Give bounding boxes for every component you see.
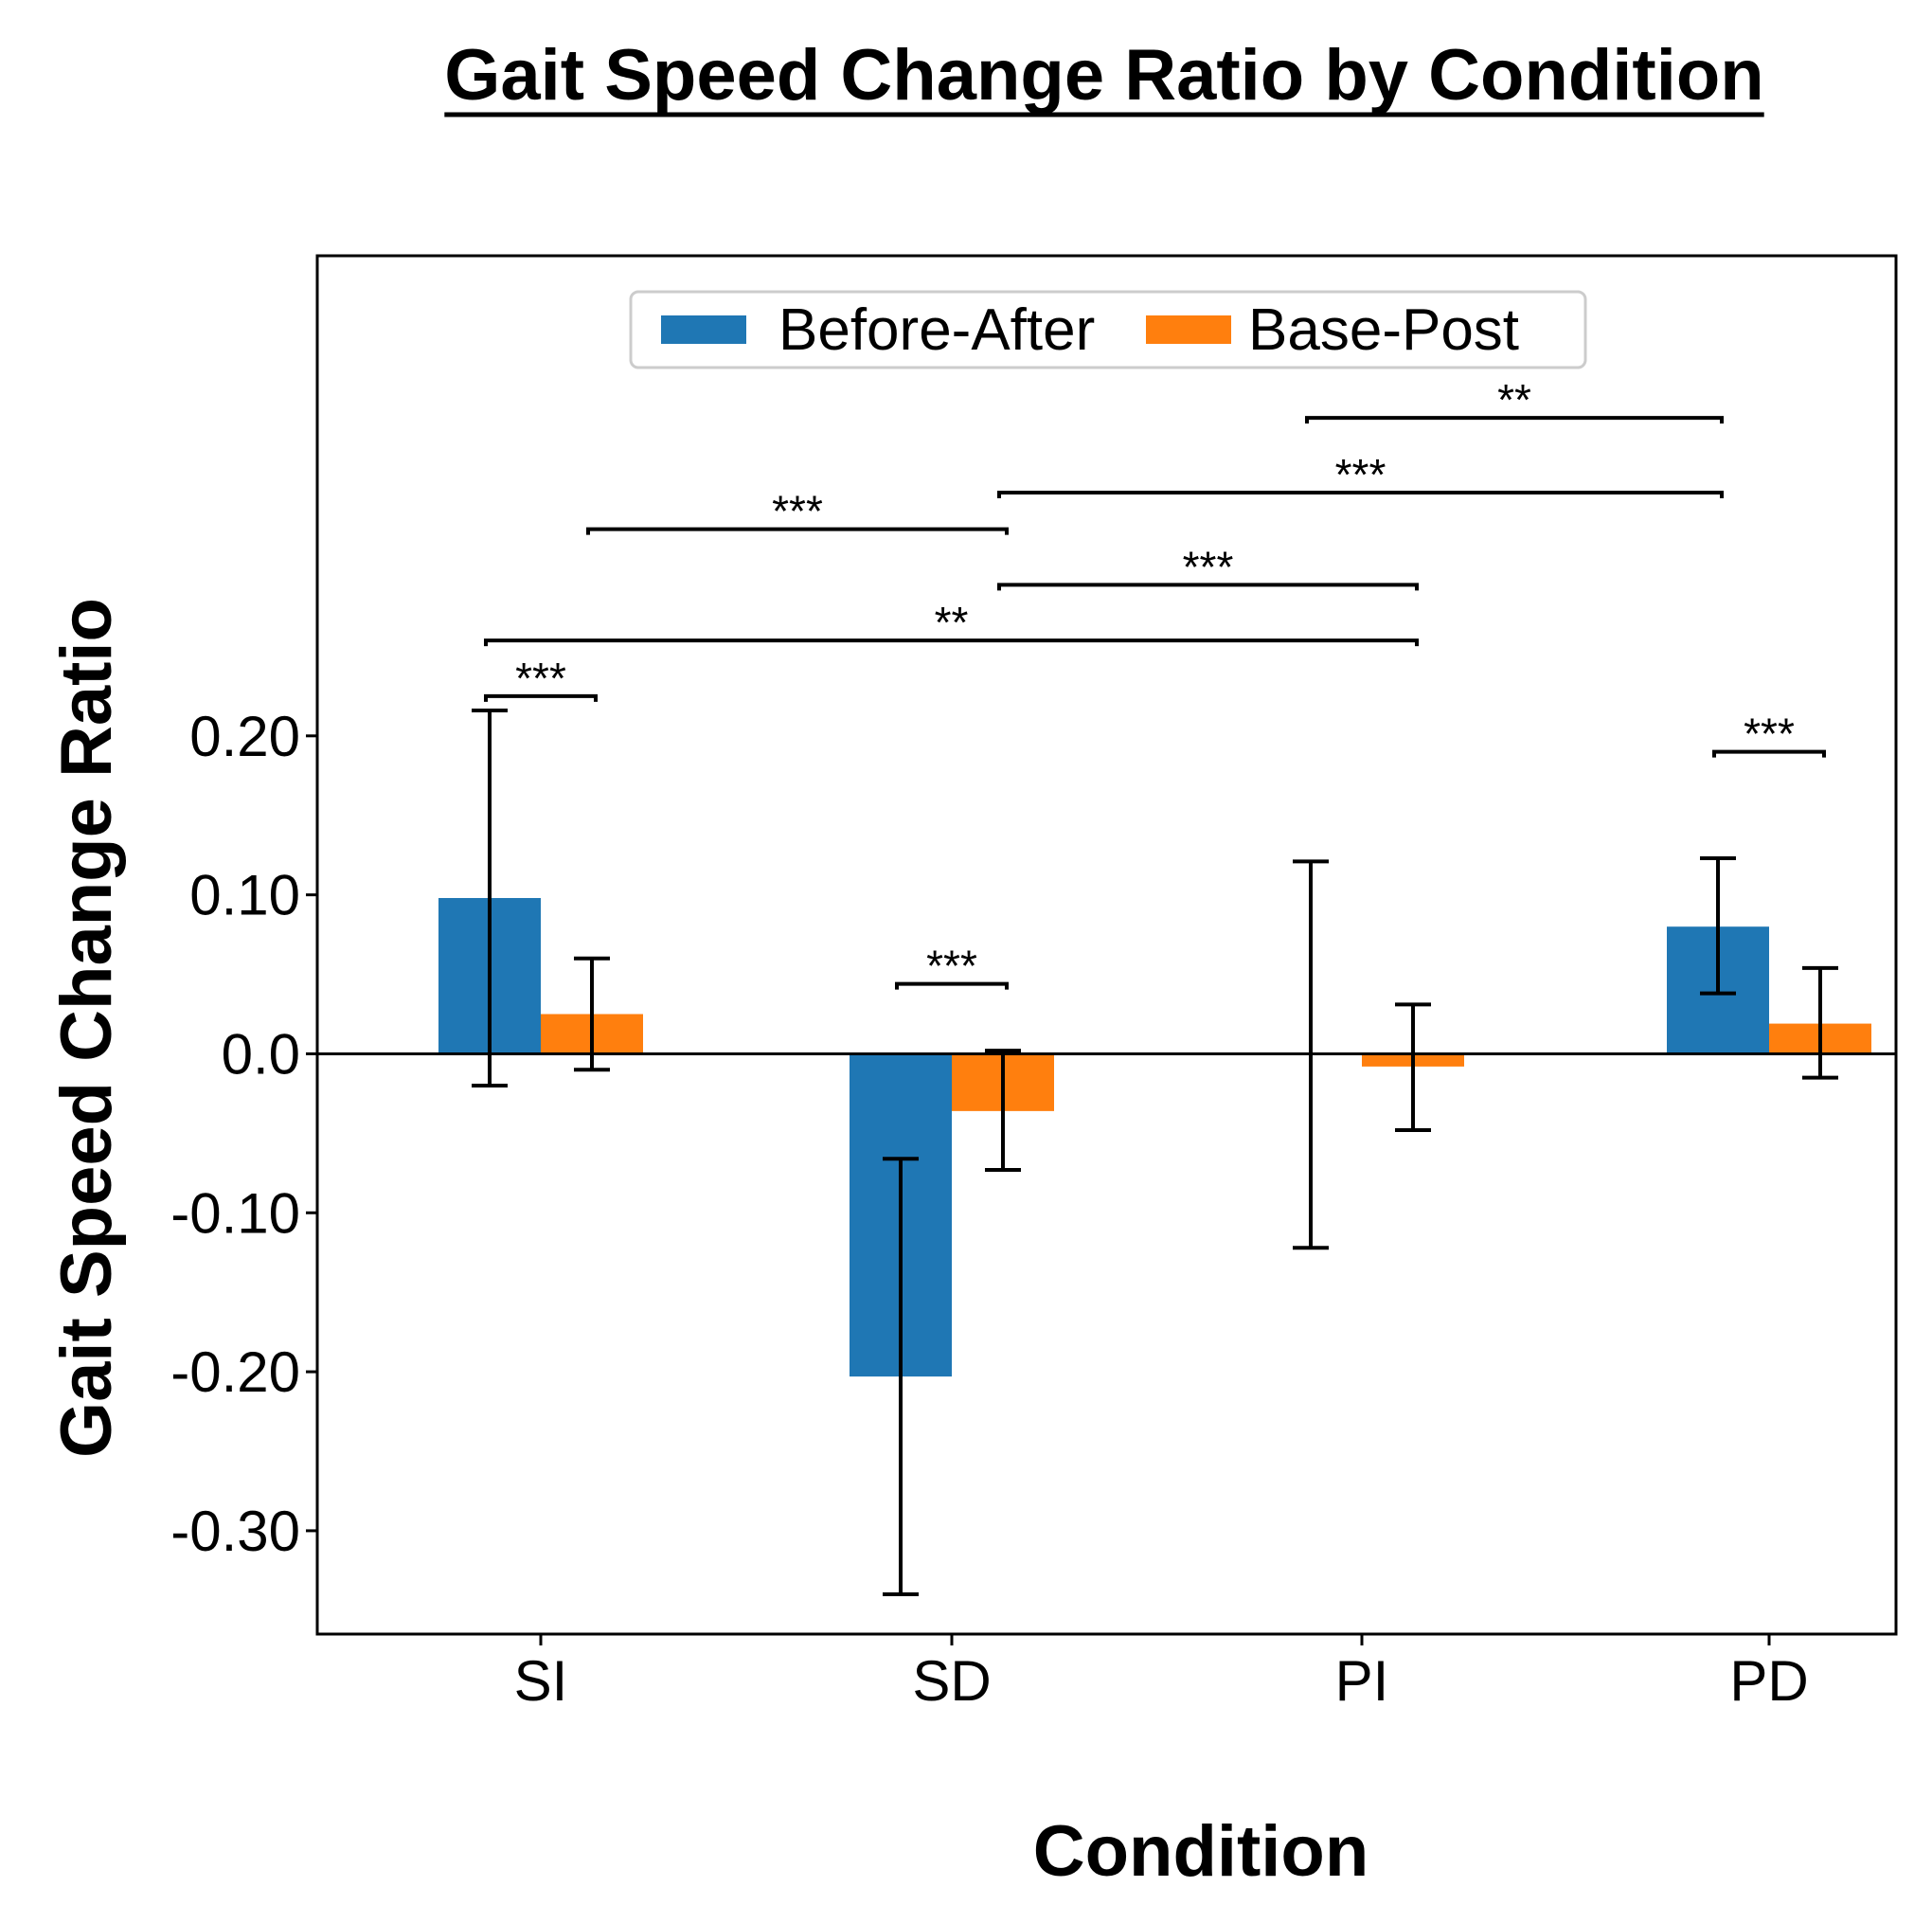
plot-area [315,254,1898,1636]
significance-bracket-line [895,981,1009,990]
legend: Before-After Base-Post [629,290,1587,369]
x-tick-label-sd: SD [912,1649,991,1713]
error-bar-base-post-pi [1395,1002,1431,1133]
significance-label: *** [1335,450,1386,499]
x-tick-label-si: SI [514,1649,568,1713]
significance-bracket: *** [586,487,1009,536]
chart-title: Gait Speed Change Ratio by Condition [444,35,1763,116]
significance-bracket-line [1305,416,1724,424]
legend-box [629,290,1587,369]
significance-bracket-line [586,527,1009,535]
significance-bracket: ** [484,598,1419,647]
significance-bracket-line [1712,749,1826,758]
legend-label-base-post: Base-Post [1248,297,1519,363]
significance-label: ** [935,598,969,647]
significance-label: *** [1183,542,1234,591]
significance-label: *** [926,942,977,991]
significance-bracket: *** [997,450,1724,499]
significance-label: ** [1497,375,1531,424]
error-bar-before-after-pi [1293,859,1329,1250]
error-bar-before-after-pd [1700,856,1736,996]
x-axis-label: Condition [1033,1811,1369,1892]
bars [317,897,1896,1377]
x-axis-ticks: SI SD PI PD [514,1634,1809,1713]
plot-frame [315,254,1898,1636]
legend-swatch-base-post [1146,315,1231,344]
legend-label-before-after: Before-After [778,297,1095,363]
x-tick-label-pi: PI [1335,1649,1389,1713]
y-tick-label: -0.10 [170,1181,300,1245]
significance-brackets: ********************** [484,375,1826,991]
error-bar-base-post-si [574,956,610,1072]
significance-bracket-line [484,693,598,702]
y-axis-label: Gait Speed Change Ratio [46,598,127,1458]
significance-bracket-line [484,638,1419,647]
significance-label: *** [1744,710,1795,759]
y-tick-label: 0.20 [189,705,300,768]
significance-bracket: *** [895,942,1009,991]
error-bar-before-after-sd [883,1157,919,1597]
significance-bracket: *** [484,654,598,703]
legend-swatch-before-after [661,315,746,344]
error-bar-base-post-sd [985,1049,1021,1172]
significance-bracket-line [997,491,1724,499]
significance-bracket: ** [1305,375,1724,424]
significance-bracket-line [997,583,1419,591]
y-tick-label: -0.30 [170,1500,300,1563]
error-bars [472,708,1838,1597]
chart-title-group: Gait Speed Change Ratio by Condition [444,35,1764,117]
significance-label: *** [515,654,566,703]
error-bar-before-after-si [472,708,508,1088]
error-bar-base-post-pd [1802,965,1838,1080]
y-tick-label: -0.20 [170,1340,300,1404]
significance-bracket: *** [997,542,1419,591]
significance-bracket: *** [1712,710,1826,759]
x-tick-label-pd: PD [1729,1649,1808,1713]
y-tick-label: 0.0 [222,1022,300,1086]
y-tick-label: 0.10 [189,864,300,927]
y-axis-ticks: 0.20 0.10 0.0 -0.10 -0.20 -0.30 [170,705,317,1563]
significance-label: *** [772,487,823,536]
